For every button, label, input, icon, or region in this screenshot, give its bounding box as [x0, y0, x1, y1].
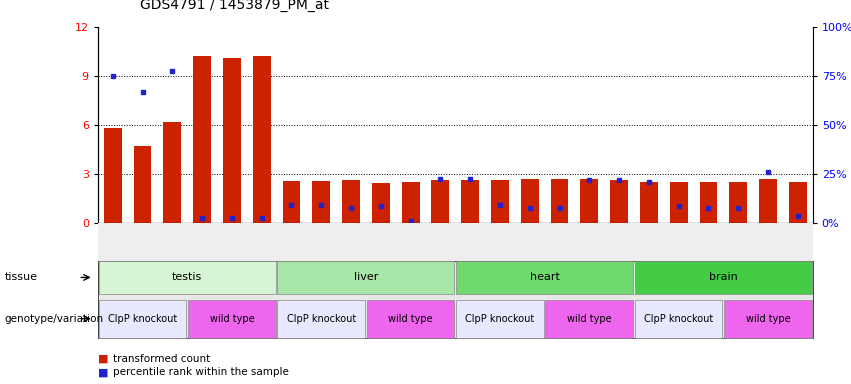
Text: ■: ■	[98, 354, 108, 364]
Text: heart: heart	[529, 272, 560, 283]
Text: wild type: wild type	[388, 314, 433, 324]
Text: testis: testis	[172, 272, 203, 283]
Bar	[491, 180, 509, 223]
Bar	[253, 56, 271, 223]
Text: ClpP knockout: ClpP knockout	[287, 314, 356, 324]
Bar	[193, 56, 211, 223]
Text: transformed count: transformed count	[113, 354, 210, 364]
Bar	[134, 146, 151, 223]
Bar	[640, 182, 658, 223]
Bar	[610, 180, 628, 223]
Bar	[551, 179, 568, 223]
Text: ■: ■	[98, 367, 108, 377]
Text: genotype/variation: genotype/variation	[4, 314, 103, 324]
Bar	[342, 180, 360, 223]
Bar	[402, 182, 420, 223]
Bar	[580, 179, 598, 223]
Text: ClpP knockout: ClpP knockout	[465, 314, 534, 324]
Text: tissue: tissue	[4, 272, 37, 283]
Text: liver: liver	[354, 272, 378, 283]
Text: GDS4791 / 1453879_PM_at: GDS4791 / 1453879_PM_at	[140, 0, 329, 12]
Bar	[431, 180, 449, 223]
Bar	[163, 121, 181, 223]
Text: wild type: wild type	[567, 314, 612, 324]
Text: brain: brain	[709, 272, 738, 283]
Bar	[700, 182, 717, 223]
Text: wild type: wild type	[745, 314, 791, 324]
Bar	[312, 181, 330, 223]
Bar	[789, 182, 807, 223]
Bar	[759, 179, 777, 223]
Bar	[283, 181, 300, 223]
Bar	[372, 183, 390, 223]
Bar	[461, 180, 479, 223]
Text: ClpP knockout: ClpP knockout	[644, 314, 713, 324]
Bar	[521, 179, 539, 223]
Bar	[223, 58, 241, 223]
Bar	[729, 182, 747, 223]
Text: ClpP knockout: ClpP knockout	[108, 314, 177, 324]
Text: wild type: wild type	[209, 314, 254, 324]
Bar	[104, 128, 122, 223]
Bar	[670, 182, 688, 223]
Text: percentile rank within the sample: percentile rank within the sample	[113, 367, 289, 377]
